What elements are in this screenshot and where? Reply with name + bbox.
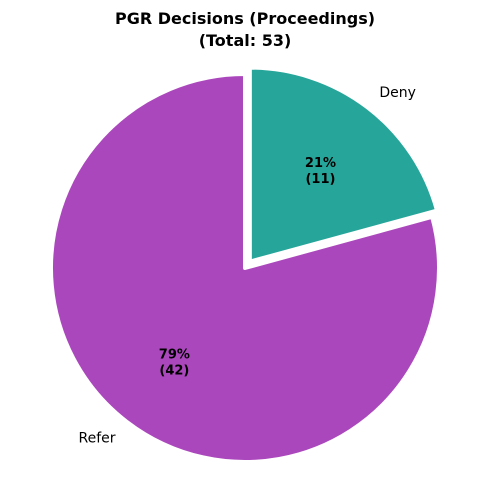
pie-slices [49, 65, 441, 464]
pie-slice-refer [49, 72, 441, 464]
slice-label-refer: Refer [78, 431, 115, 447]
slice-percent-refer: 79% [159, 348, 190, 363]
slice-percent-deny: 21% [305, 156, 336, 171]
chart-title: PGR Decisions (Proceedings) [115, 9, 375, 28]
slice-label-deny: Deny [379, 85, 416, 101]
chart-subtitle: (Total: 53) [199, 31, 292, 50]
pie-labels: Deny 21%(11) Refer 79%(42) [78, 85, 415, 447]
slice-count-deny: (11) [305, 172, 335, 187]
pie-slice-deny [247, 65, 439, 264]
slice-count-refer: (42) [159, 364, 189, 379]
